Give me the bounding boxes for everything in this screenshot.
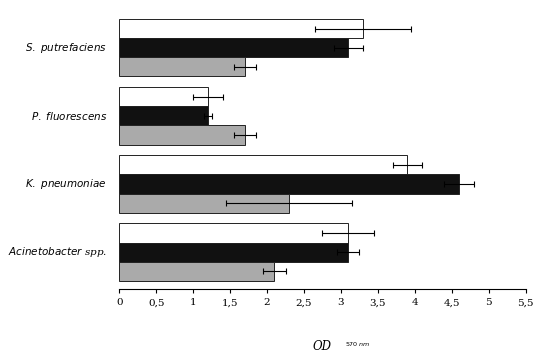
Text: $S.$ $putrefaciens$: $S.$ $putrefaciens$ (25, 41, 107, 55)
Text: $Acinetobacter$ spp.: $Acinetobacter$ spp. (8, 245, 107, 259)
Bar (119, 87, 208, 106)
Bar (119, 106, 208, 125)
Bar (119, 243, 349, 262)
Bar (119, 38, 349, 58)
Bar (119, 58, 245, 77)
Bar (119, 223, 349, 243)
Bar (119, 19, 363, 38)
Text: $K.$ $pneumoniae$: $K.$ $pneumoniae$ (25, 177, 107, 191)
Bar (119, 193, 289, 213)
Bar (119, 155, 408, 174)
Bar (119, 125, 245, 144)
Bar (119, 174, 459, 193)
Text: $P.$ $fluorescens$: $P.$ $fluorescens$ (31, 110, 107, 122)
Text: $_{570\ nm}$: $_{570\ nm}$ (345, 340, 370, 349)
Text: OD: OD (313, 340, 332, 353)
Bar (119, 262, 274, 281)
